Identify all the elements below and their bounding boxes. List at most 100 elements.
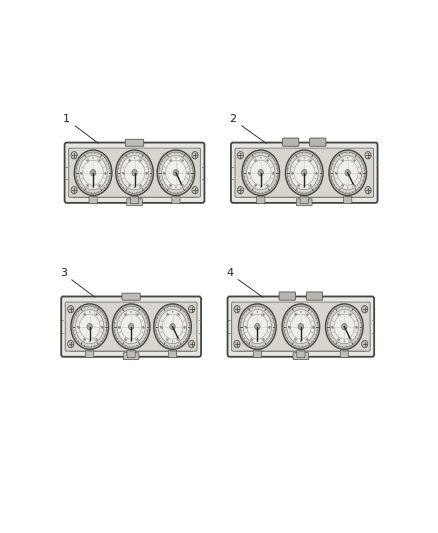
Circle shape (335, 172, 336, 174)
Circle shape (77, 326, 78, 327)
Circle shape (243, 310, 272, 344)
Circle shape (121, 314, 141, 339)
FancyBboxPatch shape (169, 350, 177, 358)
Circle shape (347, 157, 348, 159)
Circle shape (327, 306, 361, 348)
FancyBboxPatch shape (231, 142, 378, 203)
Circle shape (234, 305, 240, 313)
FancyBboxPatch shape (227, 296, 374, 357)
Circle shape (159, 152, 193, 193)
Circle shape (118, 326, 120, 327)
Circle shape (71, 151, 77, 159)
Circle shape (287, 310, 315, 344)
Text: 3: 3 (60, 269, 95, 297)
Circle shape (365, 151, 371, 159)
FancyBboxPatch shape (61, 296, 201, 357)
Circle shape (172, 341, 173, 342)
Circle shape (166, 160, 186, 185)
Circle shape (157, 150, 195, 196)
Circle shape (184, 326, 185, 327)
Circle shape (237, 187, 244, 194)
Circle shape (255, 324, 260, 330)
Circle shape (91, 169, 96, 176)
Circle shape (73, 306, 107, 348)
Text: 1: 1 (63, 115, 99, 143)
Circle shape (332, 326, 333, 327)
Text: 4: 4 (226, 269, 263, 297)
FancyBboxPatch shape (253, 350, 261, 358)
Circle shape (116, 150, 153, 196)
Circle shape (344, 311, 345, 313)
Circle shape (316, 172, 317, 174)
FancyBboxPatch shape (89, 196, 97, 204)
FancyBboxPatch shape (279, 292, 295, 300)
FancyBboxPatch shape (300, 196, 308, 204)
Circle shape (87, 324, 92, 330)
Circle shape (162, 156, 190, 190)
Circle shape (120, 156, 148, 190)
Circle shape (132, 169, 137, 176)
Circle shape (67, 341, 74, 348)
FancyBboxPatch shape (293, 353, 309, 360)
Circle shape (160, 326, 161, 327)
Circle shape (330, 310, 358, 344)
Circle shape (362, 305, 368, 313)
Circle shape (131, 341, 132, 342)
Circle shape (290, 314, 311, 339)
FancyBboxPatch shape (310, 138, 326, 146)
Circle shape (269, 326, 270, 327)
Circle shape (257, 341, 258, 342)
Circle shape (359, 172, 360, 174)
Circle shape (288, 326, 289, 327)
FancyBboxPatch shape (69, 148, 200, 197)
Circle shape (117, 152, 152, 193)
Circle shape (74, 150, 112, 196)
FancyBboxPatch shape (257, 196, 265, 204)
Circle shape (260, 187, 261, 188)
Circle shape (170, 324, 175, 330)
Circle shape (282, 304, 320, 349)
Circle shape (304, 157, 305, 159)
Circle shape (300, 311, 301, 313)
Circle shape (89, 311, 90, 313)
Circle shape (79, 156, 107, 190)
Circle shape (112, 304, 150, 349)
Circle shape (294, 160, 314, 185)
FancyBboxPatch shape (235, 148, 374, 197)
Circle shape (71, 304, 109, 349)
Circle shape (101, 326, 102, 327)
Circle shape (83, 160, 103, 185)
FancyBboxPatch shape (127, 199, 142, 206)
Circle shape (247, 156, 275, 190)
Circle shape (257, 311, 258, 313)
Circle shape (247, 314, 268, 339)
Circle shape (342, 324, 347, 330)
Circle shape (76, 152, 110, 193)
Circle shape (162, 314, 183, 339)
Circle shape (347, 187, 348, 188)
Circle shape (242, 150, 279, 196)
Circle shape (284, 306, 318, 348)
Circle shape (237, 151, 244, 159)
Circle shape (291, 172, 293, 174)
FancyBboxPatch shape (125, 139, 144, 146)
Circle shape (131, 311, 132, 313)
Circle shape (146, 172, 148, 174)
Circle shape (300, 341, 301, 342)
Circle shape (234, 341, 240, 348)
Circle shape (240, 306, 275, 348)
Circle shape (159, 310, 187, 344)
FancyBboxPatch shape (340, 350, 349, 358)
Circle shape (175, 157, 177, 159)
Circle shape (325, 304, 363, 349)
Circle shape (124, 160, 145, 185)
Circle shape (122, 172, 123, 174)
FancyBboxPatch shape (124, 353, 139, 360)
Circle shape (248, 172, 249, 174)
Circle shape (76, 310, 104, 344)
Circle shape (79, 314, 100, 339)
Circle shape (80, 172, 81, 174)
Text: 2: 2 (230, 115, 266, 143)
Circle shape (334, 156, 362, 190)
Circle shape (337, 160, 358, 185)
